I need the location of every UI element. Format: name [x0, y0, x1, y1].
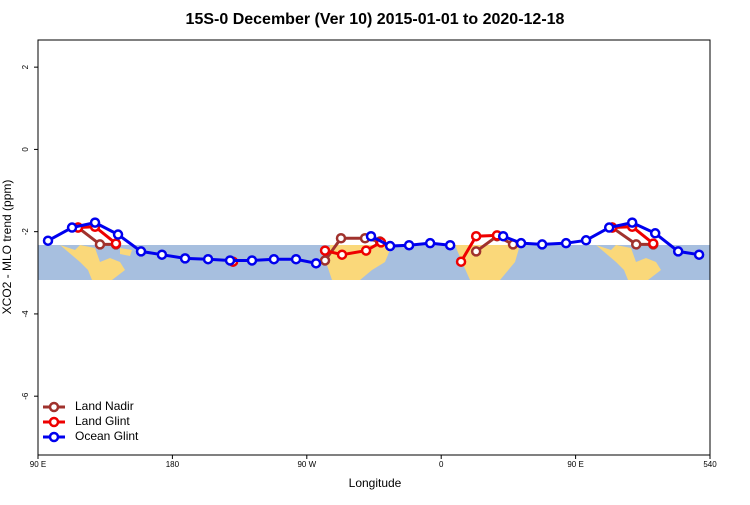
point: [179, 253, 191, 264]
point: [89, 217, 101, 228]
point: [319, 255, 331, 266]
point: [246, 255, 258, 266]
point: [112, 229, 124, 240]
point: [135, 246, 147, 257]
point: [497, 230, 509, 242]
x-tick-label: 90 E: [567, 460, 583, 469]
point: [403, 239, 415, 251]
y-tick-label: -6: [21, 392, 30, 400]
point: [536, 239, 548, 250]
point: [42, 235, 54, 246]
point: [110, 238, 122, 249]
legend-label: Land Nadir: [75, 399, 134, 413]
point: [94, 239, 106, 250]
plot-frame: [37, 39, 711, 456]
point: [335, 232, 347, 244]
point: [455, 256, 467, 267]
y-tick-label: -4: [21, 310, 30, 318]
x-tick-label: 0: [439, 460, 444, 469]
point: [693, 249, 705, 260]
point: [470, 230, 482, 242]
point: [603, 222, 615, 233]
point: [470, 246, 482, 257]
point: [560, 237, 572, 249]
point: [66, 222, 78, 233]
point: [384, 240, 396, 252]
point: [290, 253, 302, 265]
y-tick-label: 0: [21, 147, 30, 152]
point: [268, 253, 280, 265]
y-axis-label: XCO2 - MLO trend (ppm): [0, 180, 14, 315]
legend-label: Land Glint: [75, 414, 130, 428]
x-tick-label: 90 E: [30, 460, 46, 469]
x-tick-label: 90 W: [297, 460, 316, 469]
point: [224, 255, 236, 266]
point: [649, 228, 661, 239]
x-tick-label: 180: [166, 460, 180, 469]
point: [336, 249, 348, 260]
point: [672, 246, 684, 257]
legend-label: Ocean Glint: [75, 429, 139, 443]
point: [444, 239, 456, 251]
point: [630, 239, 642, 250]
point: [310, 258, 322, 269]
point: [156, 249, 168, 260]
point: [648, 238, 659, 249]
point: [515, 237, 527, 249]
x-tick-label: 540: [703, 460, 717, 469]
legend-marker: [48, 401, 60, 413]
point: [626, 217, 638, 228]
point: [202, 253, 214, 265]
point: [580, 235, 592, 246]
legend-marker: [48, 431, 60, 443]
point: [365, 230, 377, 242]
y-tick-label: 2: [21, 64, 30, 69]
y-tick-label: -2: [21, 228, 30, 236]
x-axis-label: Longitude: [349, 476, 402, 490]
point: [360, 245, 372, 256]
chart-title: 15S-0 December (Ver 10) 2015-01-01 to 20…: [186, 11, 565, 28]
point: [424, 237, 436, 249]
point: [319, 245, 331, 256]
legend-marker: [48, 416, 60, 428]
